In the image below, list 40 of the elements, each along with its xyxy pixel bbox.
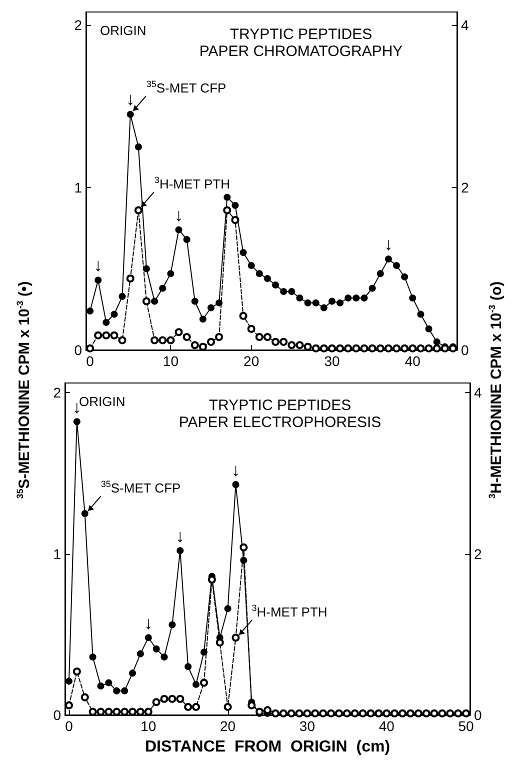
x-tick-label: 40 (378, 718, 395, 734)
x-tick-label: 40 (404, 353, 421, 369)
annotation: ↓ (231, 460, 240, 480)
x-tick-label: 30 (324, 353, 340, 369)
text: PAPER ELECTROPHORESIS (178, 414, 382, 431)
y2-tick-label: 4 (474, 384, 482, 401)
annotation: ↓ (144, 612, 153, 633)
y2-tick-label: 2 (461, 180, 469, 196)
y2-tick-label: 2 (474, 546, 482, 562)
annotation: ↓ (126, 89, 135, 110)
y-tick-label: 0 (74, 342, 82, 358)
y-tick-label: 0 (53, 707, 62, 723)
x-axis-title: DISTANCE FROM ORIGIN (cm) (144, 738, 390, 756)
y-tick-label: 1 (74, 180, 82, 196)
text: PAPER CHROMATOGRAPHY (199, 43, 403, 60)
x-tick-label: 20 (220, 718, 236, 734)
annotation: $^{3}$H-MET PTH (252, 602, 328, 619)
annotation: ↓ (174, 204, 184, 225)
text: TRYPTIC PEPTIDES (230, 26, 372, 43)
x-tick-label: 10 (140, 718, 156, 734)
x-tick-label: 30 (299, 718, 316, 734)
x-tick-label: 0 (86, 353, 94, 369)
y2-tick-label: 4 (461, 17, 469, 33)
annotation: $^{35}$S-MET CFP (100, 478, 181, 495)
annotation: ↓ (384, 234, 393, 254)
annotation: ORIGIN (100, 23, 146, 38)
text: TRYPTIC PEPTIDES (208, 397, 352, 414)
y-tick-label: 2 (74, 17, 82, 33)
x-tick-label: 50 (458, 718, 474, 734)
annotation: $^{35}$S-MET CFP (146, 79, 226, 96)
annotation: ORIGIN (79, 394, 126, 409)
annotation: $^{3}$H-MET PTH (154, 175, 230, 192)
y-tick-label: 2 (53, 384, 62, 401)
x-tick-label: 10 (162, 353, 179, 369)
annotation: ↓ (176, 526, 185, 546)
y-tick-label: 1 (53, 546, 62, 562)
annotation: ↓ (94, 255, 103, 276)
y2-tick-label: 0 (461, 342, 469, 358)
x-tick-label: 20 (244, 353, 260, 369)
y2-tick-label: 0 (474, 707, 482, 723)
